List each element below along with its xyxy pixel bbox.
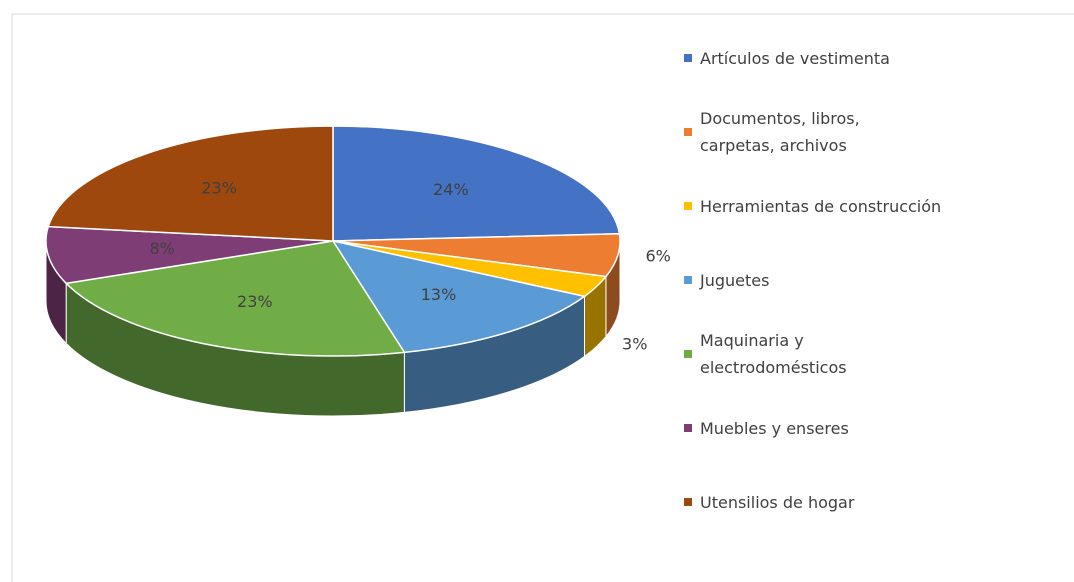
legend-label: Documentos, libros, carpetas, archivos	[700, 109, 860, 155]
legend-swatch	[684, 276, 692, 284]
slice	[331, 239, 587, 354]
legend-swatch	[684, 54, 692, 62]
legend-item: Artículos de vestimenta	[684, 21, 1064, 95]
legend-item: Documentos, libros, carpetas, archivos	[684, 95, 1064, 169]
legend-swatch	[684, 350, 692, 358]
legend-item: Herramientas de construcción	[684, 169, 1064, 243]
legend-item: Muebles y enseres	[684, 391, 1064, 465]
legend-swatch	[684, 202, 692, 210]
legend-label: Utensilios de hogar	[700, 492, 855, 512]
slice	[332, 125, 621, 242]
slice	[45, 225, 334, 285]
legend-swatch	[684, 498, 692, 506]
legend-label: Muebles y enseres	[700, 418, 849, 438]
data-label: 3%	[622, 335, 647, 354]
legend-item: Maquinaria y electrodomésticos	[684, 317, 1064, 391]
legend-item: Juguetes	[684, 243, 1064, 317]
data-label: 23%	[237, 292, 273, 311]
legend-swatch	[684, 424, 692, 432]
legend-swatch	[684, 128, 692, 136]
legend: Artículos de vestimenta Documentos, libro…	[684, 21, 1064, 539]
chart-border	[11, 13, 1074, 582]
legend-label: Artículos de vestimenta	[700, 48, 890, 68]
legend-label: Herramientas de construcción	[700, 196, 942, 216]
data-label: 8%	[149, 239, 174, 258]
data-label: 23%	[201, 179, 237, 198]
slice	[47, 125, 334, 242]
legend-item: Utensilios de hogar	[684, 465, 1064, 539]
legend-label: Maquinaria y electrodomésticos	[700, 331, 847, 377]
legend-label: Juguetes	[700, 270, 770, 290]
data-label: 13%	[421, 285, 457, 304]
data-label: 24%	[433, 180, 469, 199]
slice	[64, 240, 406, 357]
data-label: 6%	[646, 246, 671, 265]
